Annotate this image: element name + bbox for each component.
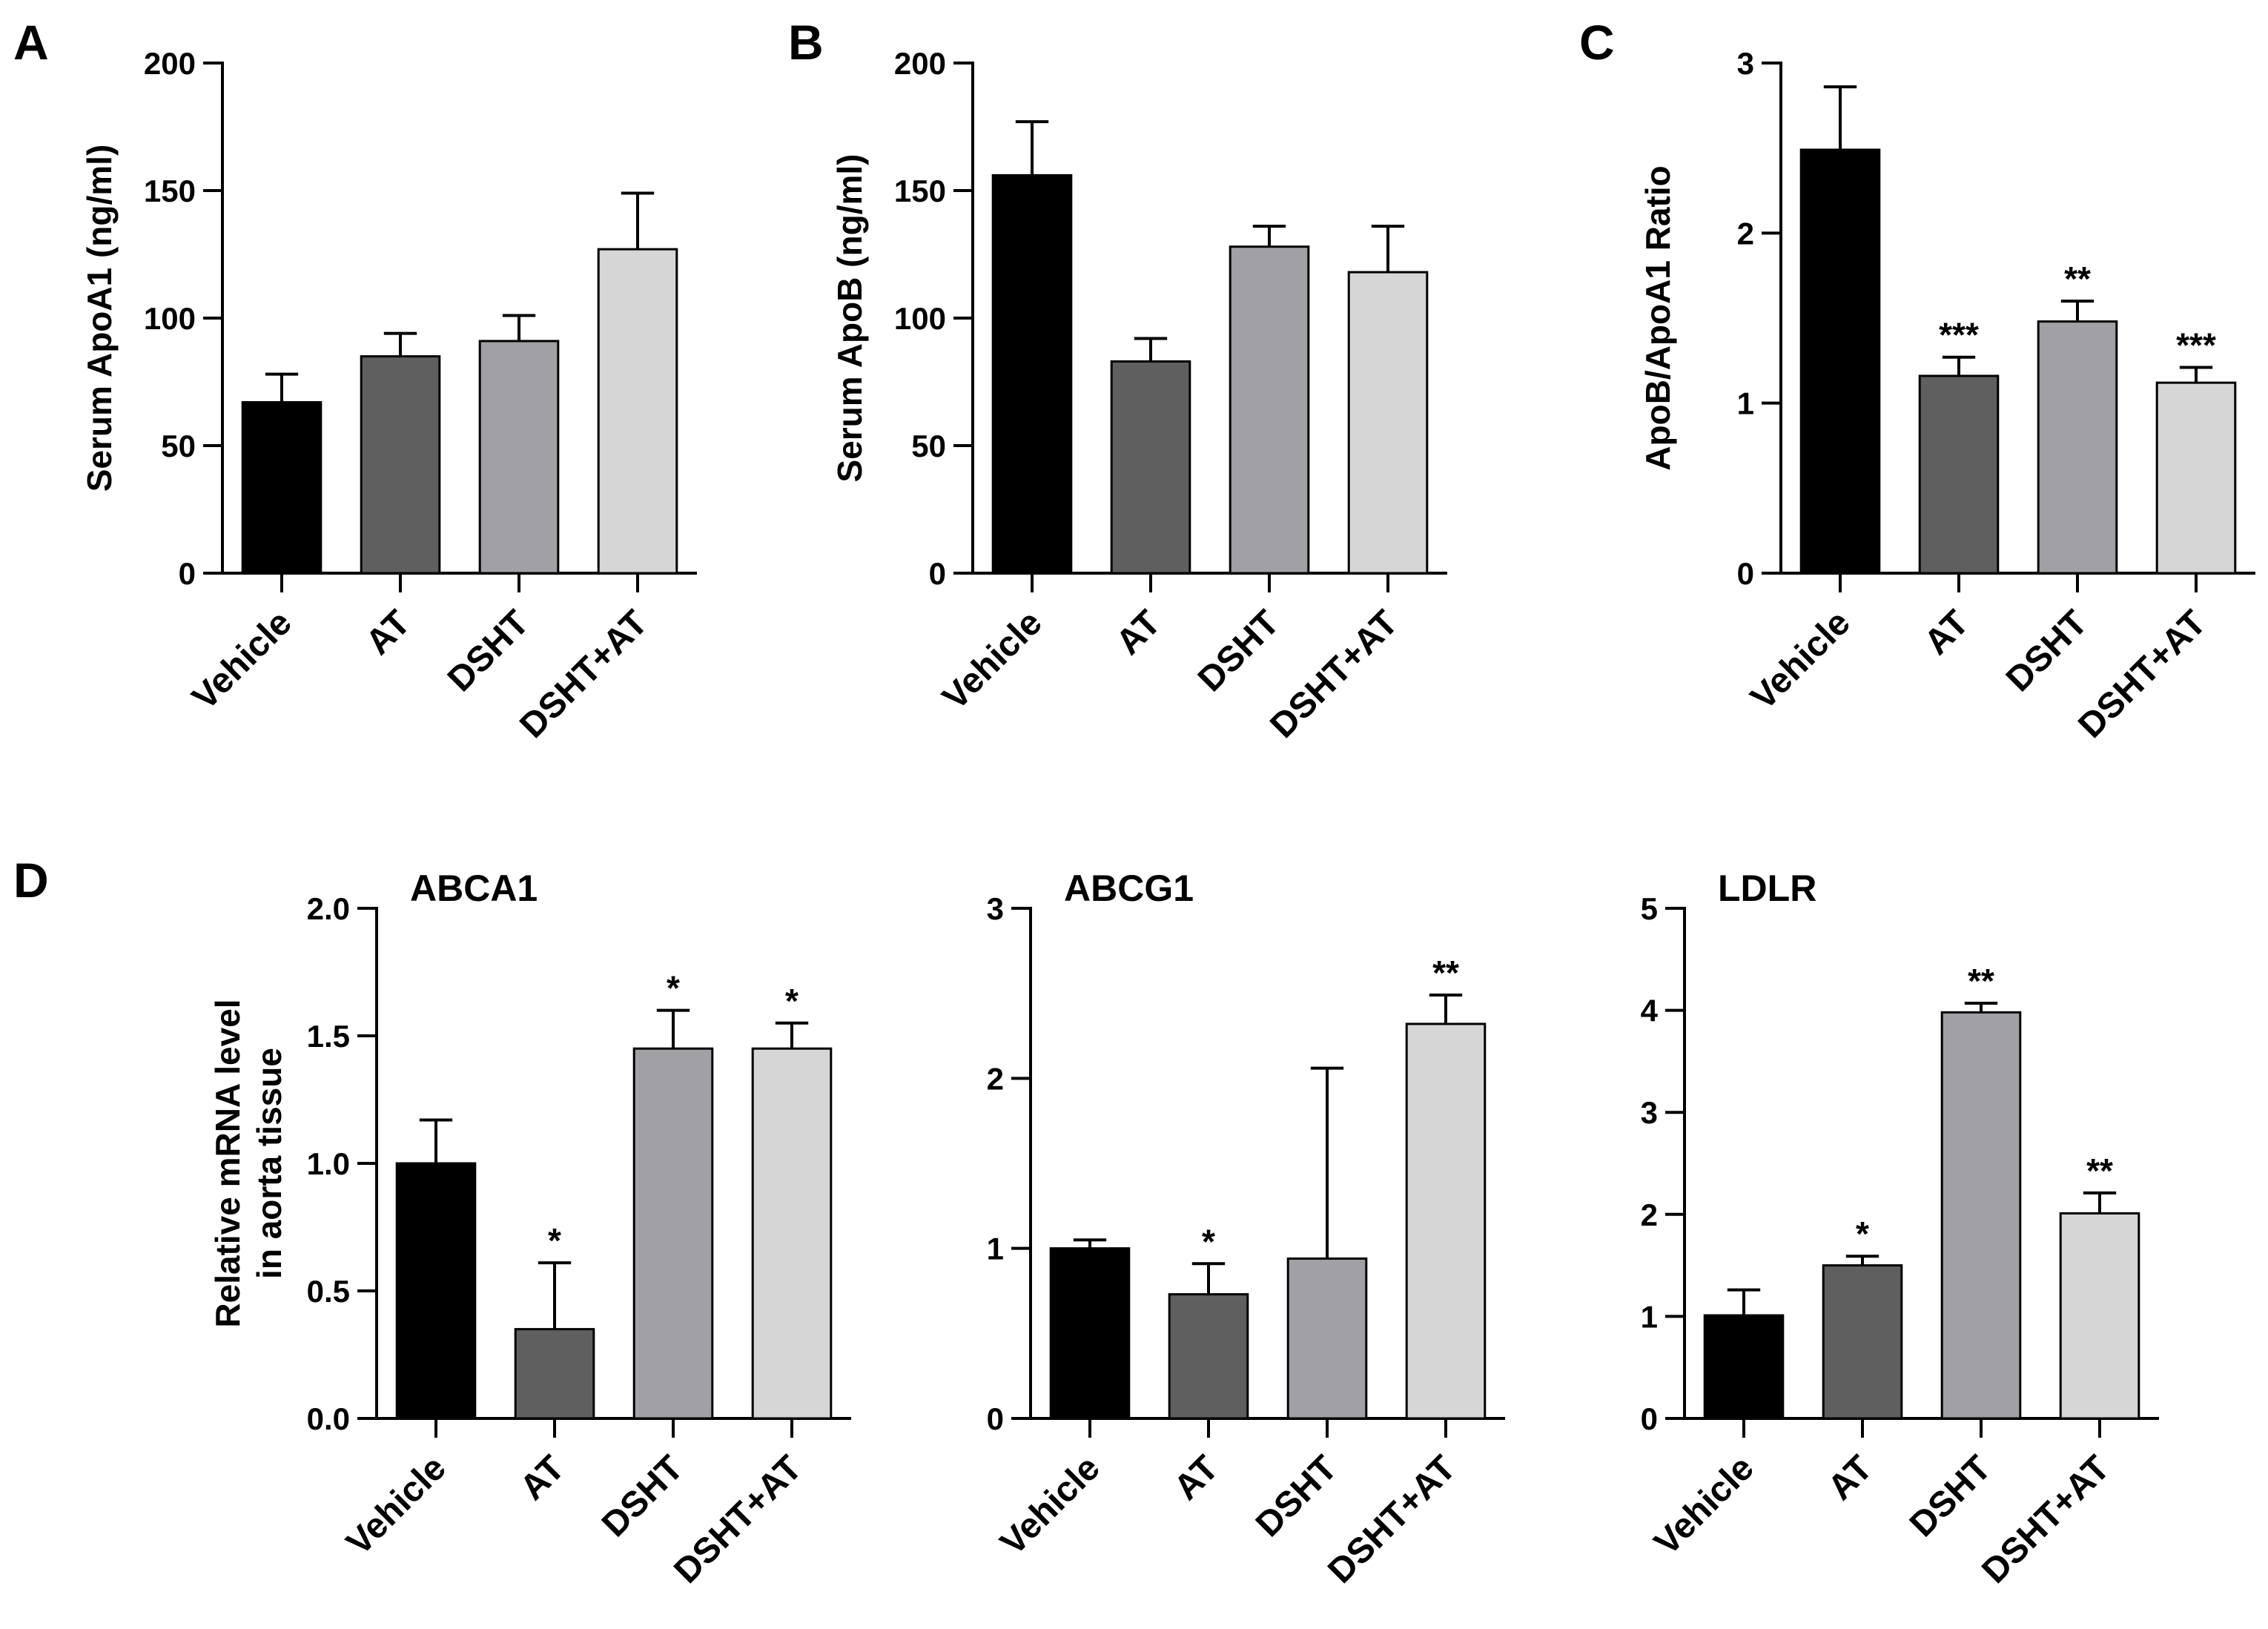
- y-tick-label: 0.5: [307, 1274, 350, 1309]
- bar-vehicle: [1799, 148, 1881, 575]
- bar-dsht: [632, 1047, 714, 1420]
- y-tick-label: 200: [144, 46, 196, 81]
- bar-at: [514, 1328, 595, 1420]
- y-tick-label: 50: [911, 429, 946, 463]
- bar-dsht: [1229, 245, 1310, 575]
- bar-dsht: [1940, 1011, 2022, 1420]
- bar-vehicle: [1049, 1247, 1131, 1420]
- y-axis-label: in aorta tissue: [250, 1048, 288, 1279]
- bar-dsht-plus-at: [1347, 271, 1429, 575]
- y-tick-label: 3: [1737, 46, 1754, 81]
- bar-dsht-plus-at: [2155, 381, 2237, 575]
- significance-marker: **: [2064, 260, 2091, 298]
- y-tick-label: 5: [1641, 891, 1658, 926]
- panel-letter-d: D: [13, 853, 49, 908]
- bar-dsht: [1286, 1257, 1368, 1420]
- y-tick-label: 50: [161, 429, 196, 463]
- y-tick-label: 100: [894, 301, 946, 336]
- y-tick-label: 4: [1641, 994, 1659, 1028]
- bar-at: [360, 355, 441, 575]
- y-tick-label: 0: [1737, 556, 1754, 591]
- panel-letter-a: A: [13, 15, 49, 70]
- y-tick-label: 200: [894, 46, 946, 81]
- significance-marker: **: [1432, 954, 1459, 992]
- panel-letter-c: C: [1579, 15, 1615, 70]
- y-tick-label: 0: [929, 556, 946, 591]
- y-axis-label: Relative mRNA level: [208, 999, 247, 1327]
- y-tick-label: 0.0: [307, 1401, 350, 1436]
- bar-vehicle: [241, 401, 323, 575]
- bar-dsht-plus-at: [1405, 1022, 1487, 1420]
- bar-dsht-plus-at: [751, 1047, 833, 1420]
- significance-marker: *: [548, 1221, 561, 1260]
- bar-at: [1168, 1293, 1249, 1420]
- significance-marker: **: [2086, 1151, 2113, 1190]
- bar-dsht: [478, 340, 560, 575]
- chart-title: LDLR: [1718, 868, 1816, 909]
- y-tick-label: 0: [1641, 1401, 1658, 1436]
- y-tick-label: 2: [987, 1061, 1004, 1096]
- chart-title: ABCG1: [1064, 868, 1194, 909]
- y-tick-label: 1: [1737, 386, 1754, 421]
- y-tick-label: 2: [1641, 1197, 1658, 1232]
- significance-marker: *: [1856, 1215, 1869, 1253]
- y-tick-label: 3: [1641, 1095, 1658, 1130]
- bar-dsht-plus-at: [597, 248, 678, 575]
- y-tick-label: 150: [894, 174, 946, 208]
- significance-marker: ***: [1939, 316, 1979, 354]
- y-axis-label: ApoB/ApoA1 Ratio: [1639, 165, 1677, 470]
- y-tick-label: 150: [144, 174, 196, 208]
- significance-marker: **: [1968, 962, 1994, 1000]
- bar-vehicle: [395, 1162, 477, 1420]
- y-tick-label: 100: [144, 301, 196, 336]
- bar-at: [1918, 374, 2000, 575]
- bar-vehicle: [1703, 1314, 1785, 1420]
- y-axis-label: Serum ApoB (ng/ml): [830, 154, 869, 483]
- chart-title: ABCA1: [410, 868, 538, 909]
- significance-marker: *: [1202, 1222, 1215, 1260]
- bar-at: [1822, 1264, 1903, 1420]
- bar-at: [1110, 360, 1191, 575]
- bar-dsht-plus-at: [2059, 1212, 2140, 1420]
- bar-vehicle: [991, 174, 1073, 575]
- y-tick-label: 0: [987, 1401, 1004, 1436]
- y-tick-label: 2.0: [307, 891, 350, 926]
- y-tick-label: 2: [1737, 216, 1754, 251]
- y-tick-label: 3: [987, 891, 1004, 926]
- y-axis-label: Serum ApoA1 (ng/ml): [80, 145, 119, 492]
- y-tick-label: 1.5: [307, 1019, 350, 1054]
- y-tick-label: 1: [1641, 1299, 1658, 1334]
- significance-marker: *: [667, 969, 680, 1008]
- significance-marker: ***: [2176, 326, 2216, 365]
- panel-letter-b: B: [788, 15, 824, 70]
- y-tick-label: 1.0: [307, 1146, 350, 1181]
- y-tick-label: 1: [987, 1232, 1004, 1266]
- significance-marker: *: [785, 982, 799, 1020]
- bar-dsht: [2037, 320, 2118, 575]
- y-tick-label: 0: [179, 556, 196, 591]
